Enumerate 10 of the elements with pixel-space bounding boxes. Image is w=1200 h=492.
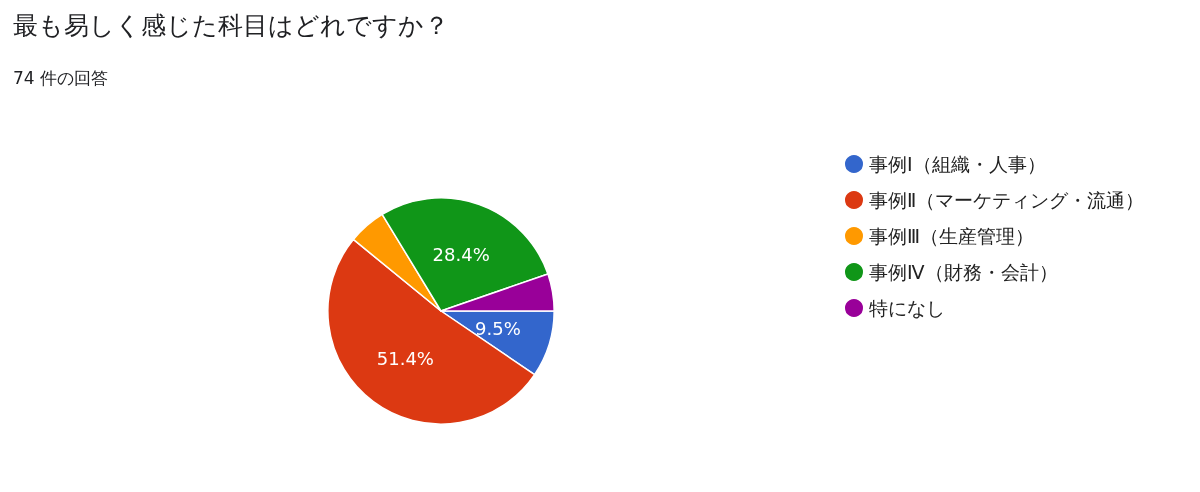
text: 74 件の回答 xyxy=(13,67,109,88)
legend-label: 事例Ⅰ（組織・人事） xyxy=(869,153,1046,175)
legend-label: 事例Ⅱ（マーケティング・流通） xyxy=(869,189,1145,211)
chart-title: 最も易しく感じた科目はどれですか？ xyxy=(13,11,449,40)
legend-label: 事例Ⅳ（財務・会計） xyxy=(869,261,1058,283)
legend-label: 特になし xyxy=(869,297,945,319)
data-label: 51.4% xyxy=(376,348,434,370)
legend-label: 事例Ⅲ（生産管理） xyxy=(869,225,1035,247)
data-label: 28.4% xyxy=(432,244,490,266)
data-label: 9.5% xyxy=(475,318,521,340)
